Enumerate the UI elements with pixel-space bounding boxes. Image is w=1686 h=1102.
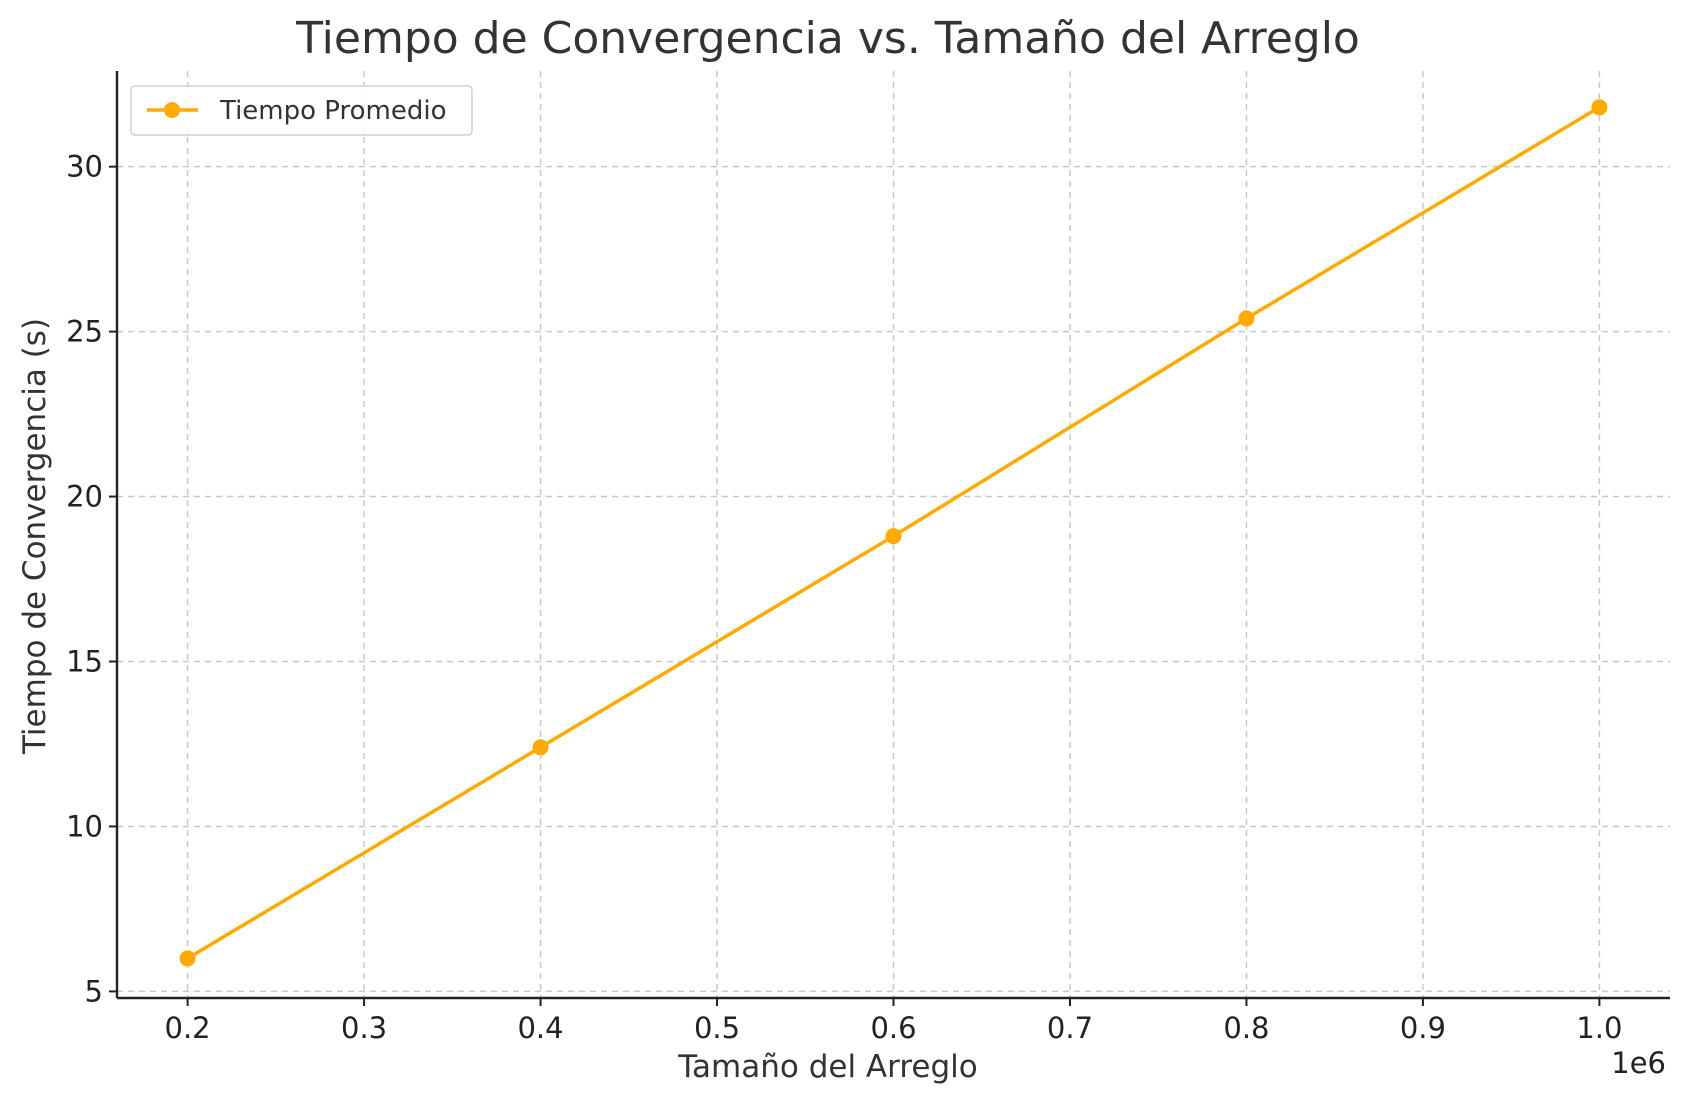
ticks: 0.2 0.3 0.4 0.5 0.6 0.7 0.8 0.9 1.0 5 10 15 20 25 30 (66, 150, 1622, 1045)
x-tick-label: 0.2 (165, 1011, 211, 1045)
y-axis-label: Tiempo de Convergencia (s) (17, 318, 53, 755)
x-tick-label: 0.3 (341, 1011, 387, 1045)
y-tick-label: 25 (66, 315, 103, 349)
series-layer (179, 99, 1608, 967)
x-tick-label: 0.7 (1047, 1011, 1093, 1045)
data-point (179, 950, 196, 967)
x-axis-label: Tamaño del Arreglo (677, 1049, 977, 1085)
y-tick-label: 20 (66, 480, 103, 514)
data-point (885, 528, 902, 545)
x-tick-label: 0.6 (870, 1011, 916, 1045)
data-point (1591, 99, 1608, 116)
data-point (532, 739, 549, 756)
legend-marker-swatch (164, 102, 180, 118)
x-tick-label: 1.0 (1576, 1011, 1622, 1045)
x-tick-label: 0.9 (1400, 1011, 1446, 1045)
y-tick-label: 5 (85, 974, 103, 1008)
chart-title: Tiempo de Convergencia vs. Tamaño del Ar… (295, 13, 1360, 64)
data-point (1238, 310, 1255, 327)
x-tick-label: 0.8 (1223, 1011, 1269, 1045)
legend: Tiempo Promedio (130, 85, 473, 136)
y-tick-label: 15 (66, 645, 103, 679)
x-tick-label: 0.5 (694, 1011, 740, 1045)
legend-label: Tiempo Promedio (219, 96, 447, 126)
x-axis-offset-label: 1e6 (1611, 1046, 1666, 1080)
x-tick-label: 0.4 (517, 1011, 563, 1045)
y-tick-label: 30 (66, 150, 103, 184)
legend-box (130, 85, 473, 136)
y-tick-label: 10 (66, 809, 103, 843)
